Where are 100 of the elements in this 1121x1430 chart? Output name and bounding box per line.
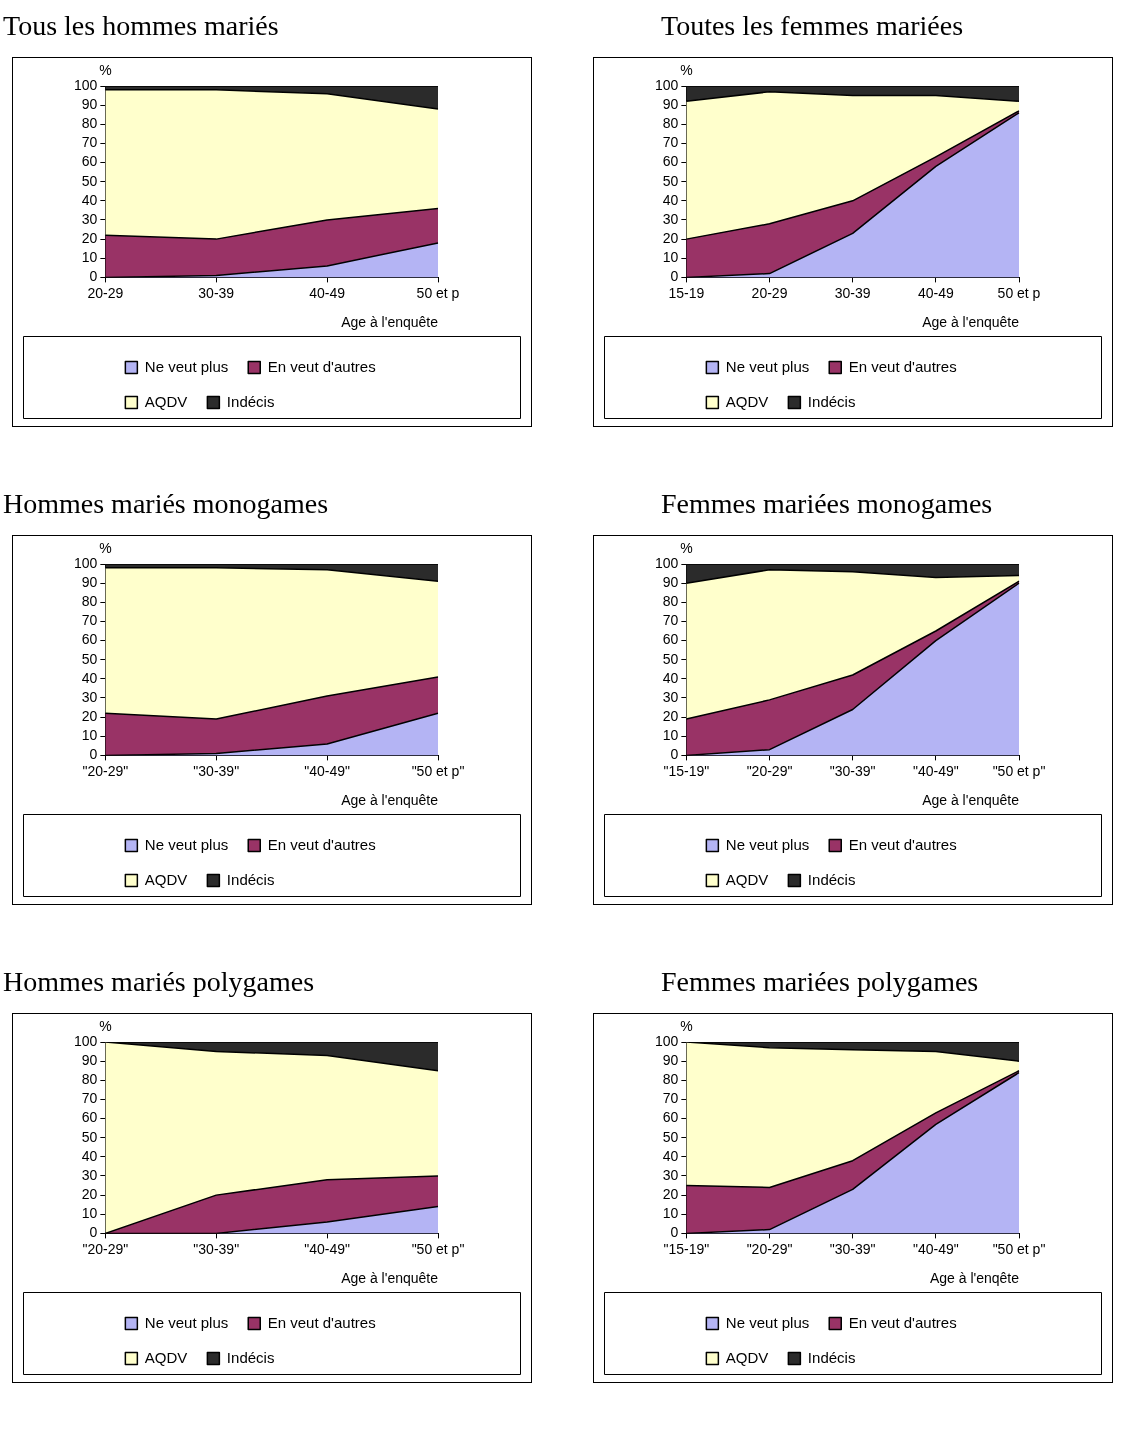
y-tick-label: 0 bbox=[670, 1224, 679, 1241]
x-axis-title: Age à l'enquête bbox=[341, 792, 439, 809]
x-tick-label: 50 et p bbox=[416, 284, 460, 301]
x-tick-label: "20-29" bbox=[82, 762, 129, 779]
x-tick-label: "30-39" bbox=[193, 762, 240, 779]
chart-title: Toutes les femmes mariées bbox=[661, 9, 965, 43]
chart-title: Femmes mariées monogames bbox=[661, 487, 994, 521]
y-tick-label: 20 bbox=[81, 1185, 98, 1202]
y-tick-label: 20 bbox=[81, 229, 98, 246]
x-tick-label: 50 et p bbox=[997, 284, 1041, 301]
x-tick-label: "40-49" bbox=[304, 762, 351, 779]
y-tick-label: 30 bbox=[662, 1166, 679, 1183]
legend-label: Indécis bbox=[226, 1348, 275, 1366]
y-tick-label: 80 bbox=[81, 593, 98, 610]
y-tick-label: 30 bbox=[662, 688, 679, 705]
y-tick-label: 100 bbox=[74, 1032, 98, 1049]
y-tick-label: 80 bbox=[81, 1071, 98, 1088]
y-tick-label: 50 bbox=[81, 172, 98, 189]
y-tick-label: 90 bbox=[81, 1052, 98, 1068]
y-tick-label: 70 bbox=[81, 612, 98, 629]
legend-label: AQDV bbox=[725, 870, 769, 888]
legend-label: En veut d'autres bbox=[267, 1313, 376, 1331]
x-axis-title: Age à l'enquête bbox=[922, 314, 1020, 331]
y-tick-label: 60 bbox=[662, 1109, 679, 1126]
y-tick-label: 100 bbox=[74, 76, 98, 93]
y-tick-label: 100 bbox=[655, 554, 679, 571]
y-tick-label: 50 bbox=[662, 1128, 679, 1145]
y-tick-label: 30 bbox=[81, 210, 98, 227]
y-tick-label: 100 bbox=[74, 554, 98, 571]
legend-label: Indécis bbox=[226, 870, 275, 888]
x-tick-label: "40-49" bbox=[912, 762, 959, 779]
y-tick-label: 50 bbox=[662, 172, 679, 189]
chart-title: Hommes mariés polygames bbox=[3, 965, 316, 999]
legend-label: Indécis bbox=[226, 392, 275, 410]
y-tick-label: 30 bbox=[81, 1166, 98, 1183]
y-axis-title: % bbox=[680, 61, 693, 78]
x-tick-label: 30-39 bbox=[198, 284, 235, 301]
y-tick-label: 20 bbox=[662, 1185, 679, 1202]
y-tick-label: 50 bbox=[81, 1128, 98, 1145]
legend-label: Ne veut plus bbox=[725, 835, 810, 853]
legend-label: Indécis bbox=[807, 1348, 856, 1366]
x-tick-label: "30-39" bbox=[829, 1240, 876, 1257]
legend-label: AQDV bbox=[725, 392, 769, 410]
y-axis-title: % bbox=[99, 61, 112, 78]
y-tick-label: 60 bbox=[81, 1109, 98, 1126]
x-tick-label: 30-39 bbox=[834, 284, 871, 301]
y-tick-label: 70 bbox=[662, 1090, 679, 1107]
legend-label: AQDV bbox=[725, 1348, 769, 1366]
y-tick-label: 80 bbox=[662, 593, 679, 610]
y-tick-label: 100 bbox=[655, 76, 679, 93]
chart-title: Tous les hommes mariés bbox=[3, 9, 280, 43]
y-tick-label: 20 bbox=[81, 707, 98, 724]
y-tick-label: 70 bbox=[81, 134, 98, 151]
x-tick-label: "20-29" bbox=[746, 1240, 793, 1257]
y-tick-label: 60 bbox=[662, 153, 679, 170]
x-tick-label: "20-29" bbox=[82, 1240, 129, 1257]
x-axis-title: Age à l'enquête bbox=[341, 314, 439, 331]
y-tick-label: 60 bbox=[662, 631, 679, 648]
legend-label: Indécis bbox=[807, 870, 856, 888]
x-tick-label: "30-39" bbox=[193, 1240, 240, 1257]
y-tick-label: 60 bbox=[81, 153, 98, 170]
y-axis-title: % bbox=[680, 539, 693, 556]
chart-title: Hommes mariés monogames bbox=[3, 487, 330, 521]
y-tick-label: 10 bbox=[662, 1205, 679, 1222]
x-tick-label: "50 et p" bbox=[992, 1240, 1046, 1257]
y-tick-label: 20 bbox=[662, 229, 679, 246]
y-tick-label: 0 bbox=[670, 746, 679, 763]
y-tick-label: 10 bbox=[81, 249, 98, 266]
x-tick-label: "20-29" bbox=[746, 762, 793, 779]
x-axis-title: Age à l'enquête bbox=[922, 792, 1020, 809]
x-tick-label: "40-49" bbox=[304, 1240, 351, 1257]
x-tick-label: "50 et p" bbox=[411, 1240, 465, 1257]
y-tick-label: 0 bbox=[89, 268, 98, 285]
y-tick-label: 80 bbox=[662, 1071, 679, 1088]
y-tick-label: 60 bbox=[81, 631, 98, 648]
y-tick-label: 70 bbox=[662, 612, 679, 629]
y-tick-label: 40 bbox=[662, 669, 679, 686]
y-tick-label: 40 bbox=[81, 1147, 98, 1164]
x-tick-label: "15-19" bbox=[663, 1240, 710, 1257]
legend-label: Indécis bbox=[807, 392, 856, 410]
y-tick-label: 50 bbox=[81, 650, 98, 667]
y-axis-title: % bbox=[99, 1017, 112, 1034]
y-tick-label: 40 bbox=[662, 191, 679, 208]
y-tick-label: 70 bbox=[81, 1090, 98, 1107]
x-axis-title: Age à l'enquête bbox=[341, 1270, 439, 1287]
legend-label: AQDV bbox=[144, 1348, 188, 1366]
legend-label: Ne veut plus bbox=[144, 1313, 229, 1331]
legend-label: En veut d'autres bbox=[848, 835, 957, 853]
y-tick-label: 90 bbox=[662, 574, 679, 590]
x-tick-label: 20-29 bbox=[87, 284, 124, 301]
y-tick-label: 70 bbox=[662, 134, 679, 151]
y-tick-label: 0 bbox=[89, 1224, 98, 1241]
y-axis-title: % bbox=[680, 1017, 693, 1034]
y-tick-label: 40 bbox=[81, 191, 98, 208]
x-tick-label: "50 et p" bbox=[411, 762, 465, 779]
x-tick-label: 20-29 bbox=[751, 284, 788, 301]
y-tick-label: 50 bbox=[662, 650, 679, 667]
y-tick-label: 40 bbox=[662, 1147, 679, 1164]
legend-label: Ne veut plus bbox=[144, 835, 229, 853]
y-tick-label: 10 bbox=[662, 727, 679, 744]
